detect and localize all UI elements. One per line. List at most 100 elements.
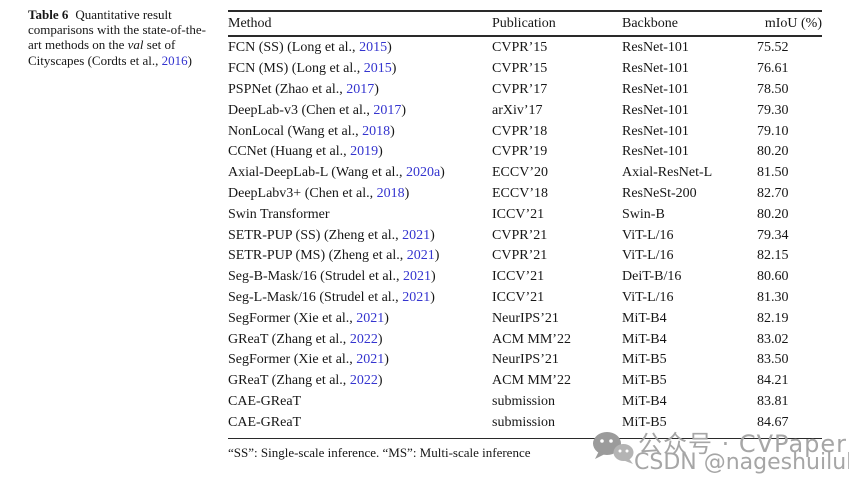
citation-link[interactable]: 2020a <box>405 165 441 181</box>
method-text: DeepLab-v3 (Chen et al., <box>228 102 374 118</box>
method-text: Axial-DeepLab-L (Wang et al., <box>228 165 406 181</box>
miou-cell: 78.50 <box>757 81 789 97</box>
method-text: Seg-B-Mask/16 (Strudel et al., <box>228 269 403 285</box>
table-row: Swin Transformer ICCV’21 Swin-B 80.20 <box>228 204 822 225</box>
table-bottom-rule <box>228 438 822 440</box>
publication-cell: ICCV’21 <box>492 269 545 285</box>
publication-cell: ICCV’21 <box>492 206 545 222</box>
citation-link[interactable]: 2021 <box>402 289 431 305</box>
header-publication: Publication <box>492 15 556 31</box>
method-cell: Swin Transformer <box>228 207 492 223</box>
caption-citation-link[interactable]: 2016 <box>161 52 188 68</box>
miou-cell: 84.67 <box>757 414 789 430</box>
backbone-cell: ResNet-101 <box>622 61 689 77</box>
publication-cell: ICCV’21 <box>492 289 545 305</box>
backbone-cell: ViT-L/16 <box>622 289 674 305</box>
method-cell: SegFormer (Xie et al., 2021) <box>228 352 492 368</box>
header-miou: mIoU (%) <box>764 15 822 31</box>
method-text: SETR-PUP (SS) (Zheng et al., <box>228 227 403 243</box>
citation-link[interactable]: 2018 <box>362 123 391 139</box>
backbone-cell: ResNet-101 <box>622 102 689 118</box>
citation-link[interactable]: 2015 <box>359 40 388 56</box>
table-row: CCNet (Huang et al., 2019) CVPR’19 ResNe… <box>228 142 822 163</box>
method-text: Swin Transformer <box>228 206 330 222</box>
method-text: ) <box>430 227 435 243</box>
table-row: SegFormer (Xie et al., 2021) NeurIPS’21 … <box>228 308 822 329</box>
method-cell: FCN (SS) (Long et al., 2015) <box>228 40 492 56</box>
miou-cell: 80.20 <box>757 144 789 160</box>
citation-link[interactable]: 2017 <box>346 81 375 97</box>
method-text: ) <box>390 123 395 139</box>
citation-link[interactable]: 2021 <box>406 248 435 264</box>
publication-cell: ACM MM’22 <box>492 373 571 389</box>
method-text: SETR-PUP (MS) (Zheng et al., <box>228 248 407 264</box>
publication-cell: arXiv’17 <box>492 102 543 118</box>
citation-link[interactable]: 2021 <box>402 269 431 285</box>
publication-cell: ECCV’20 <box>492 165 548 181</box>
publication-cell: NeurIPS’21 <box>492 310 559 326</box>
publication-cell: ECCV’18 <box>492 185 548 201</box>
miou-cell: 79.10 <box>757 123 789 139</box>
citation-link[interactable]: 2019 <box>350 144 379 160</box>
method-text: ) <box>378 144 383 160</box>
citation-link[interactable]: 2017 <box>373 102 402 118</box>
publication-cell: NeurIPS’21 <box>492 352 559 368</box>
miou-cell: 82.19 <box>757 310 789 326</box>
backbone-cell: ResNet-101 <box>622 81 689 97</box>
citation-link[interactable]: 2022 <box>349 373 378 389</box>
publication-cell: CVPR’21 <box>492 227 548 243</box>
backbone-cell: MiT-B4 <box>622 393 667 409</box>
method-cell: SETR-PUP (MS) (Zheng et al., 2021) <box>228 248 492 264</box>
citation-link[interactable]: 2015 <box>363 61 392 77</box>
table-row: Seg-L-Mask/16 (Strudel et al., 2021) ICC… <box>228 288 822 309</box>
backbone-cell: Axial-ResNet-L <box>622 165 713 181</box>
miou-cell: 82.15 <box>757 248 789 264</box>
method-text: ) <box>387 40 392 56</box>
backbone-cell: DeiT-B/16 <box>622 269 682 285</box>
method-text: CAE-GReaT <box>228 414 302 430</box>
table-row: Axial-DeepLab-L (Wang et al., 2020a) ECC… <box>228 163 822 184</box>
backbone-cell: ResNet-101 <box>622 144 689 160</box>
miou-cell: 84.21 <box>757 373 789 389</box>
method-text: CAE-GReaT <box>228 393 302 409</box>
method-cell: Axial-DeepLab-L (Wang et al., 2020a) <box>228 165 492 181</box>
method-text: ) <box>401 102 407 118</box>
method-text: DeepLabv3+ (Chen et al., <box>228 185 377 201</box>
method-cell: GReaT (Zhang et al., 2022) <box>228 373 492 389</box>
backbone-cell: MiT-B4 <box>622 310 667 326</box>
publication-cell: CVPR’15 <box>492 61 548 77</box>
method-cell: FCN (MS) (Long et al., 2015) <box>228 61 492 77</box>
publication-cell: submission <box>492 414 556 430</box>
citation-link[interactable]: 2021 <box>356 352 385 368</box>
method-text: ) <box>377 331 383 347</box>
backbone-cell: ResNeSt-200 <box>622 185 697 201</box>
table-row: GReaT (Zhang et al., 2022) ACM MM’22 MiT… <box>228 371 822 392</box>
publication-cell: CVPR’15 <box>492 40 548 56</box>
method-text: ) <box>430 289 435 305</box>
miou-cell: 80.20 <box>757 206 789 222</box>
citation-link[interactable]: 2018 <box>376 185 405 201</box>
publication-cell: CVPR’21 <box>492 248 548 264</box>
citation-link[interactable]: 2021 <box>356 310 385 326</box>
method-text: ) <box>391 61 397 77</box>
miou-cell: 81.30 <box>757 289 789 305</box>
method-text: NonLocal (Wang et al., <box>228 123 363 139</box>
method-cell: CAE-GReaT <box>228 415 492 431</box>
table-row: SegFormer (Xie et al., 2021) NeurIPS’21 … <box>228 350 822 371</box>
citation-link[interactable]: 2022 <box>349 331 378 347</box>
table-row: CAE-GReaT submission MiT-B5 84.67 <box>228 412 822 433</box>
table-row: DeepLab-v3 (Chen et al., 2017) arXiv’17 … <box>228 100 822 121</box>
method-text: PSPNet (Zhao et al., <box>228 81 347 97</box>
method-text: GReaT (Zhang et al., <box>228 373 350 389</box>
miou-cell: 83.50 <box>757 352 789 368</box>
caption-label: Table 6 <box>28 7 69 22</box>
header-backbone: Backbone <box>622 15 678 31</box>
backbone-cell: MiT-B5 <box>622 373 667 389</box>
backbone-cell: Swin-B <box>622 206 665 222</box>
method-cell: CCNet (Huang et al., 2019) <box>228 144 492 160</box>
backbone-cell: MiT-B5 <box>622 352 667 368</box>
method-text: ) <box>374 81 379 97</box>
citation-link[interactable]: 2021 <box>402 227 431 243</box>
backbone-cell: MiT-B5 <box>622 414 667 430</box>
method-cell: GReaT (Zhang et al., 2022) <box>228 332 492 348</box>
